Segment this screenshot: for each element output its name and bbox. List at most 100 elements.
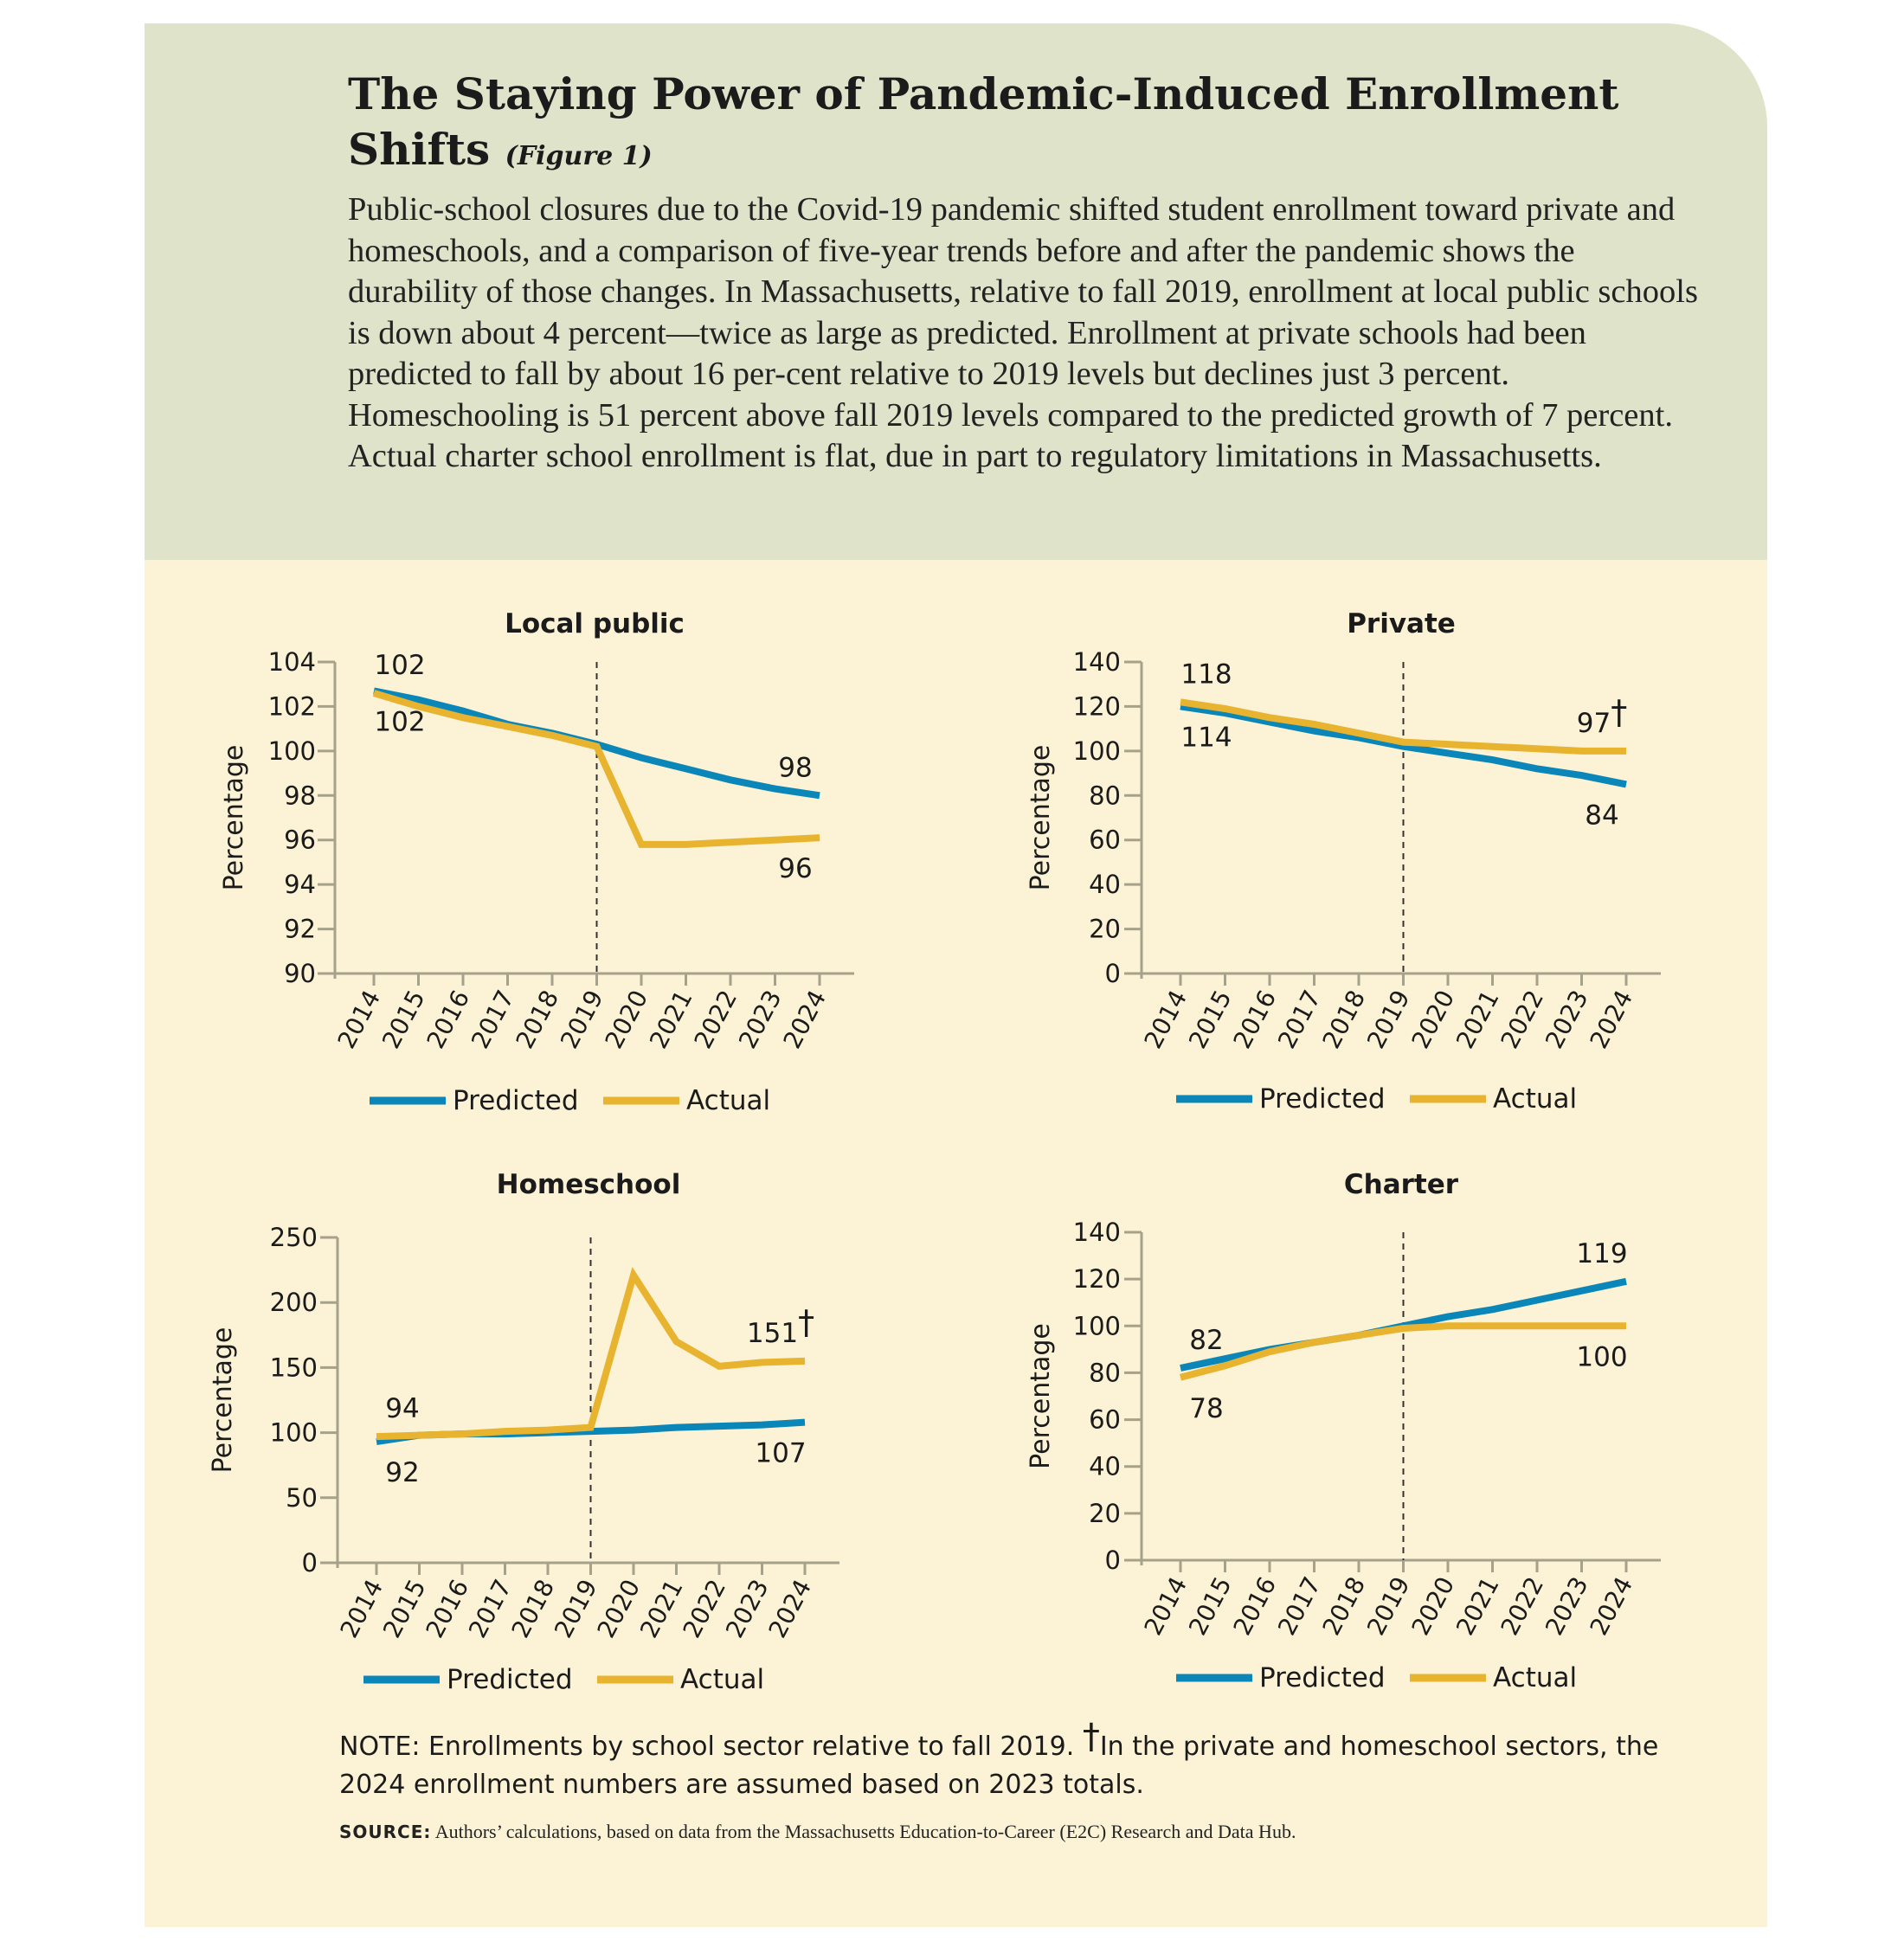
y-axis-label-homeschool: Percentage bbox=[208, 1327, 238, 1474]
x-tick-label: 2014 bbox=[1139, 1572, 1193, 1640]
legend-label-predicted: Predicted bbox=[1259, 1083, 1386, 1115]
y-tick-label: 40 bbox=[1089, 870, 1121, 899]
dagger-mark: † bbox=[1611, 693, 1627, 731]
x-tick-label: 2022 bbox=[1496, 1572, 1550, 1640]
y-tick-label: 40 bbox=[1089, 1452, 1121, 1481]
data-label: 92 bbox=[385, 1457, 419, 1488]
note-text: NOTE: Enrollments by school sector relat… bbox=[339, 1732, 1075, 1762]
x-tick-label: 2017 bbox=[466, 986, 520, 1053]
data-label: 151† bbox=[747, 1303, 814, 1349]
y-tick-label: 100 bbox=[1073, 1311, 1121, 1340]
intro-paragraph: Public-school closures due to the Covid-… bbox=[348, 191, 1698, 474]
x-tick-label: 2020 bbox=[592, 1575, 646, 1642]
x-tick-label: 2021 bbox=[1451, 1572, 1505, 1640]
y-tick-label: 140 bbox=[1073, 1218, 1121, 1247]
series-line-actual-homeschool bbox=[376, 1266, 806, 1441]
x-tick-label: 2024 bbox=[1585, 986, 1639, 1053]
x-tick-label: 2017 bbox=[1272, 986, 1327, 1053]
x-tick-label: 2024 bbox=[778, 986, 833, 1053]
charts-canvas: Local public 90 92 94 96 98 100 102 104 Percentag… bbox=[208, 608, 1661, 1695]
data-label: 102 bbox=[374, 650, 425, 681]
chart-charter: Charter020406080100120140Percentage20142… bbox=[1026, 1169, 1661, 1693]
x-tick-label: 2020 bbox=[1406, 1572, 1461, 1640]
y-tick-label: 100 bbox=[1073, 736, 1121, 766]
figure-title: The Staying Power of Pandemic-Induced En… bbox=[348, 67, 1646, 184]
x-tick-label: 2014 bbox=[335, 1575, 389, 1642]
y-tick-label: 104 bbox=[268, 647, 316, 677]
chart-private: Private020406080100120140Percentage20142… bbox=[1026, 608, 1661, 1115]
x-tick-label: 2015 bbox=[376, 986, 431, 1053]
y-tick-label: 120 bbox=[1073, 1264, 1121, 1294]
y-tick-label: 0 bbox=[1105, 959, 1121, 988]
x-tick-label: 2020 bbox=[600, 986, 654, 1053]
data-label: 84 bbox=[1585, 800, 1618, 831]
series-line-actual-charter bbox=[1179, 1322, 1626, 1381]
figure-header bbox=[145, 23, 1767, 560]
note: NOTE: Enrollments by school sector relat… bbox=[339, 1719, 1689, 1804]
x-tick-label: 2014 bbox=[1139, 986, 1193, 1053]
x-tick-label: 2024 bbox=[763, 1575, 818, 1642]
data-label: 82 bbox=[1189, 1325, 1223, 1356]
x-tick-label: 2016 bbox=[421, 1575, 475, 1642]
chart-title-charter: Charter bbox=[1344, 1169, 1459, 1200]
series-line-actual-local-public bbox=[372, 690, 820, 848]
y-tick-label: 80 bbox=[1089, 781, 1121, 810]
series-line-actual-private bbox=[1180, 698, 1626, 755]
x-tick-label: 2017 bbox=[1272, 1572, 1327, 1640]
x-tick-label: 2023 bbox=[733, 986, 788, 1053]
y-axis-label-private: Percentage bbox=[1026, 745, 1056, 891]
x-tick-label: 2018 bbox=[1317, 1572, 1372, 1640]
data-label: 119 bbox=[1576, 1238, 1627, 1269]
legend-label-actual: Actual bbox=[686, 1085, 770, 1116]
data-label: 107 bbox=[755, 1438, 806, 1469]
series-line-predicted-private bbox=[1180, 703, 1627, 788]
x-tick-label: 2019 bbox=[1361, 1572, 1416, 1640]
data-label: 118 bbox=[1180, 659, 1232, 690]
y-tick-label: 94 bbox=[284, 870, 316, 899]
x-tick-label: 2015 bbox=[1183, 986, 1238, 1053]
chart-title-private: Private bbox=[1347, 608, 1456, 639]
source-text: Authors’ calculations, based on data fro… bbox=[434, 1821, 1296, 1842]
data-label: 97† bbox=[1577, 693, 1627, 739]
y-tick-label: 150 bbox=[270, 1353, 318, 1382]
x-tick-label: 2022 bbox=[678, 1575, 732, 1642]
title-text: The Staying Power of Pandemic-Induced En… bbox=[348, 68, 1619, 175]
y-tick-label: 80 bbox=[1089, 1358, 1121, 1387]
legend-label-actual: Actual bbox=[1493, 1083, 1577, 1115]
y-tick-label: 96 bbox=[284, 826, 316, 855]
legend-label-predicted: Predicted bbox=[447, 1664, 573, 1695]
y-tick-label: 98 bbox=[284, 781, 316, 810]
x-tick-label: 2015 bbox=[1183, 1572, 1238, 1640]
x-tick-label: 2015 bbox=[377, 1575, 432, 1642]
y-tick-label: 200 bbox=[270, 1288, 318, 1317]
x-tick-label: 2016 bbox=[1228, 986, 1283, 1053]
data-label: 100 bbox=[1576, 1341, 1627, 1372]
data-label: 102 bbox=[374, 706, 425, 737]
legend-label-actual: Actual bbox=[1493, 1662, 1577, 1693]
x-tick-label: 2024 bbox=[1585, 1572, 1639, 1640]
x-tick-label: 2019 bbox=[549, 1575, 603, 1642]
x-tick-label: 2023 bbox=[1540, 1572, 1594, 1640]
data-label: 94 bbox=[385, 1393, 419, 1424]
x-tick-label: 2016 bbox=[421, 986, 476, 1053]
data-label: 78 bbox=[1189, 1393, 1223, 1424]
note-dagger: † bbox=[1082, 1717, 1100, 1757]
figure-label: (Figure 1) bbox=[505, 141, 653, 171]
y-tick-label: 250 bbox=[270, 1223, 318, 1252]
x-tick-label: 2023 bbox=[720, 1575, 775, 1642]
chart-homeschool: Homeschool050100150200250Percentage20142… bbox=[208, 1169, 839, 1695]
y-tick-label: 92 bbox=[284, 915, 316, 944]
x-tick-label: 2018 bbox=[511, 986, 565, 1053]
x-tick-label: 2021 bbox=[1451, 986, 1505, 1053]
x-tick-label: 2023 bbox=[1540, 986, 1594, 1053]
legend-label-actual: Actual bbox=[680, 1664, 764, 1695]
x-tick-label: 2020 bbox=[1406, 986, 1461, 1053]
legend-label-predicted: Predicted bbox=[453, 1085, 579, 1116]
data-label: 96 bbox=[778, 853, 812, 884]
x-tick-label: 2014 bbox=[332, 986, 387, 1053]
y-tick-label: 140 bbox=[1073, 647, 1121, 677]
x-tick-label: 2022 bbox=[689, 986, 743, 1053]
y-tick-label: 120 bbox=[1073, 691, 1121, 721]
y-tick-label: 102 bbox=[268, 691, 316, 721]
x-tick-label: 2019 bbox=[1361, 986, 1416, 1053]
